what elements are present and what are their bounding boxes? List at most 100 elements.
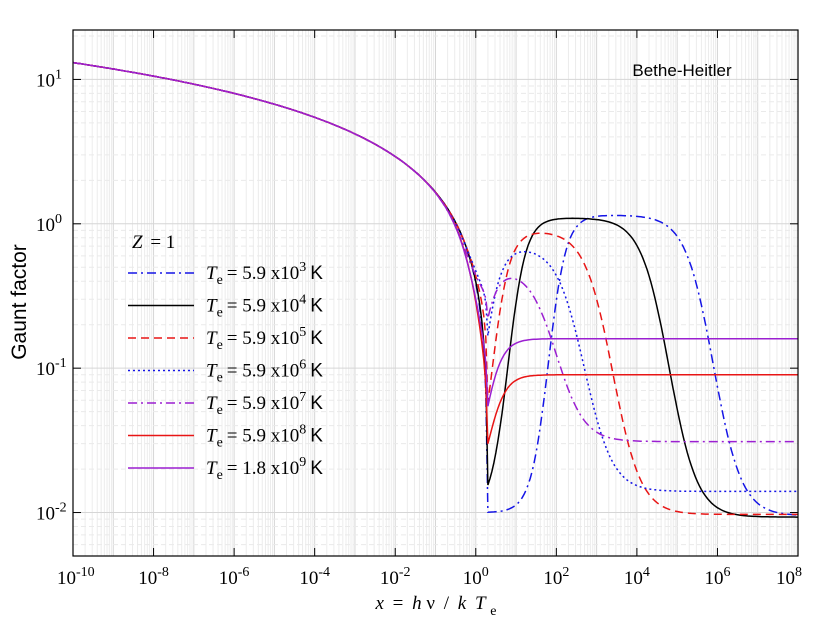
- legend-label-sub: e: [217, 306, 223, 321]
- legend-label-t: T: [206, 263, 218, 284]
- legend-label-exponent: 7: [299, 390, 306, 405]
- legend-label-exponent: 5: [299, 325, 306, 340]
- legend-label-unit: K: [310, 296, 323, 317]
- legend-label-eq: = 5.9 x10: [227, 328, 299, 349]
- x-tick-label-base: 10: [776, 568, 795, 589]
- y-tick-label-base: 10: [36, 504, 55, 525]
- grid-lines: [72, 30, 798, 557]
- x-tick-label-exponent: -4: [318, 565, 330, 580]
- x-tick-label: 104: [624, 565, 650, 589]
- x-tick-label: 10-6: [219, 565, 250, 589]
- x-tick-label-exponent: -10: [76, 565, 95, 580]
- legend-label-3: Te = 5.9 x105 K: [206, 325, 323, 353]
- legend-label-t: T: [206, 393, 218, 414]
- legend-label-exponent: 3: [299, 260, 306, 275]
- x-tick-label-base: 10: [624, 568, 643, 589]
- legend-label-unit: K: [310, 458, 323, 479]
- x-label-slash: /: [444, 593, 450, 614]
- y-tick-label: 10-2: [36, 501, 67, 525]
- x-tick-label-exponent: -6: [238, 565, 250, 580]
- x-tick-label-exponent: 6: [723, 565, 730, 580]
- legend-label-7: Te = 1.8 x109 K: [206, 455, 323, 483]
- x-tick-label-exponent: 2: [562, 565, 569, 580]
- legend-label-6: Te = 5.9 x108 K: [206, 423, 323, 451]
- x-tick-labels: 10-10 10-8 10-6 10-4 10-2 100 102 104 106 108: [57, 565, 802, 589]
- legend-label-exponent: 8: [299, 423, 306, 438]
- legend-label-exponent: 6: [299, 358, 306, 373]
- y-tick-label: 101: [36, 67, 62, 91]
- x-label-sub: e: [490, 604, 496, 619]
- legend-label-eq: = 5.9 x10: [227, 426, 299, 447]
- x-tick-label: 10-10: [57, 565, 95, 589]
- legend: Z = 1 Te = 5.9 x103 KTe = 5.9 x104 KTe = 5.9 …: [128, 232, 323, 483]
- legend-label-unit: K: [310, 361, 323, 382]
- x-tick-label-base: 10: [219, 568, 238, 589]
- legend-label-sub: e: [217, 468, 223, 483]
- series-curve-7: [72, 61, 798, 407]
- x-tick-label-exponent: 8: [795, 565, 802, 580]
- x-tick-label: 108: [776, 565, 802, 589]
- x-tick-label-base: 10: [299, 568, 318, 589]
- legend-label-sub: e: [217, 338, 223, 353]
- legend-label-unit: K: [310, 393, 323, 414]
- legend-label-eq: = 1.8 x10: [227, 458, 299, 479]
- legend-label-unit: K: [310, 328, 323, 349]
- legend-title-eq: = 1: [150, 232, 175, 253]
- legend-label-t: T: [206, 296, 218, 317]
- legend-entries: Te = 5.9 x103 KTe = 5.9 x104 KTe = 5.9 x105 KT…: [128, 260, 323, 483]
- x-tick-label-base: 10: [57, 568, 76, 589]
- x-tick-label-exponent: 0: [482, 565, 489, 580]
- y-tick-label-base: 10: [36, 359, 55, 380]
- legend-label-t: T: [206, 426, 218, 447]
- x-tick-label: 100: [463, 565, 489, 589]
- x-label-t: T: [475, 593, 487, 614]
- legend-label-sub: e: [217, 273, 223, 288]
- y-tick-label-exponent: 1: [55, 67, 62, 82]
- x-label-k: k: [458, 593, 467, 614]
- x-label-eq: =: [393, 593, 404, 614]
- legend-label-1: Te = 5.9 x103 K: [206, 260, 323, 288]
- y-tick-label-base: 10: [36, 215, 55, 236]
- legend-label-5: Te = 5.9 x107 K: [206, 390, 323, 418]
- x-label-x: x: [374, 593, 384, 614]
- x-axis-label: x = h ν / k T e: [374, 593, 496, 619]
- y-axis-label: Gaunt factor: [8, 244, 31, 360]
- y-tick-label: 10-1: [36, 356, 67, 380]
- legend-label-t: T: [206, 458, 218, 479]
- plot-frame: [72, 29, 799, 557]
- legend-label-unit: K: [310, 263, 323, 284]
- axis-ticks: [72, 30, 799, 556]
- y-tick-label-exponent: 0: [55, 212, 62, 227]
- legend-label-sub: e: [217, 436, 223, 451]
- legend-label-t: T: [206, 361, 218, 382]
- legend-label-exponent: 4: [299, 293, 306, 308]
- x-tick-label-exponent: -2: [399, 565, 411, 580]
- x-tick-label: 10-8: [138, 565, 169, 589]
- legend-label-eq: = 5.9 x10: [227, 361, 299, 382]
- legend-label-eq: = 5.9 x10: [227, 263, 299, 284]
- x-tick-label-base: 10: [543, 568, 562, 589]
- legend-label-unit: K: [310, 426, 323, 447]
- y-tick-label-base: 10: [36, 70, 55, 91]
- y-tick-label-exponent: -2: [55, 501, 67, 516]
- legend-label-eq: = 5.9 x10: [227, 393, 299, 414]
- x-tick-label: 10-4: [299, 565, 330, 589]
- legend-label-sub: e: [217, 403, 223, 418]
- legend-label-t: T: [206, 328, 218, 349]
- x-tick-label: 10-2: [380, 565, 411, 589]
- x-label-nu: ν: [426, 593, 435, 614]
- x-tick-label: 106: [704, 565, 730, 589]
- legend-label-eq: = 5.9 x10: [227, 296, 299, 317]
- data-curves: [72, 61, 799, 518]
- x-tick-label-base: 10: [138, 568, 157, 589]
- legend-label-exponent: 9: [299, 455, 306, 470]
- annotation-bethe-heitler: Bethe-Heitler: [632, 61, 732, 80]
- x-tick-label-exponent: 4: [643, 565, 650, 580]
- x-label-h: h: [412, 593, 422, 614]
- y-tick-label: 100: [36, 212, 62, 236]
- legend-title-z: Z: [132, 232, 143, 253]
- legend-label-sub: e: [217, 371, 223, 386]
- x-tick-label-base: 10: [463, 568, 482, 589]
